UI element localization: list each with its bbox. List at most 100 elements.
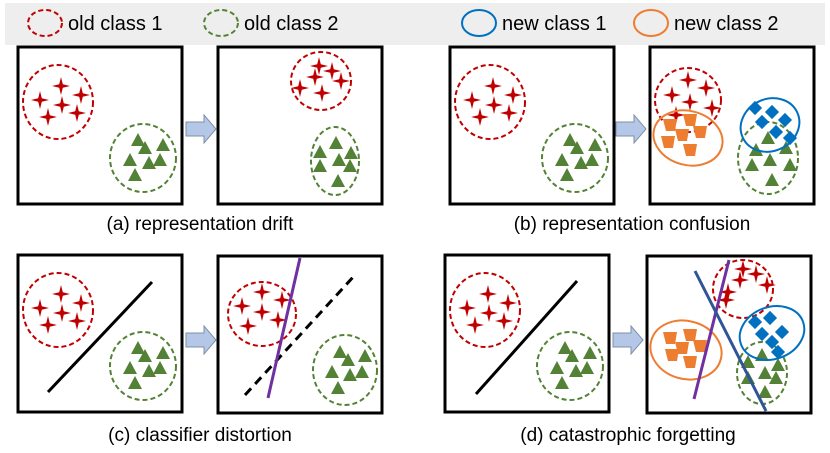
- star-point: [53, 96, 71, 114]
- old-class-1-cluster: [22, 64, 94, 140]
- triangle-point: [355, 365, 369, 378]
- right-arrow-icon: [185, 113, 217, 145]
- panel-before: [448, 45, 616, 206]
- star-point: [663, 86, 681, 104]
- triangle-point: [329, 136, 343, 149]
- legend-old-class-1-marker: [27, 9, 63, 37]
- triangle-point: [128, 376, 142, 389]
- triangle-point: [565, 349, 579, 362]
- star-point: [273, 291, 291, 309]
- star-point: [233, 297, 251, 315]
- star-point: [31, 91, 49, 109]
- star-point: [269, 311, 287, 329]
- legend-new-class-1: new class 1: [502, 13, 607, 35]
- triangle-point: [123, 361, 137, 374]
- trapezoid-point: [665, 349, 679, 361]
- triangle-point: [563, 133, 577, 146]
- caption-a: (a) representation drift: [107, 214, 295, 235]
- star-point: [471, 108, 489, 126]
- diamond-point: [747, 100, 763, 116]
- diamond-point: [774, 324, 790, 340]
- star-point: [72, 294, 90, 312]
- old-decision-boundary: [46, 280, 154, 394]
- star-point: [758, 276, 776, 294]
- star-point: [52, 77, 70, 95]
- triangle-point: [142, 364, 156, 377]
- old-class-1-cluster: [454, 64, 526, 140]
- triangle-point: [580, 361, 594, 374]
- new-class-2-cluster: [649, 319, 723, 381]
- old-decision-boundary: [474, 280, 579, 395]
- star-point: [52, 285, 70, 303]
- legend-new-class-1-marker: [461, 9, 497, 37]
- triangle-point: [761, 131, 775, 144]
- triangle-point: [333, 345, 347, 358]
- new-class-2-cluster: [652, 109, 724, 167]
- star-point: [306, 68, 324, 86]
- triangle-point: [332, 153, 346, 166]
- legend-new-class-2-marker: [633, 9, 669, 37]
- legend-new-class-2: new class 2: [674, 13, 779, 35]
- legend-old-class-1: old class 1: [68, 13, 163, 35]
- triangle-point: [313, 159, 327, 172]
- old-class-1-cluster: [449, 272, 521, 348]
- right-arrow-icon: [615, 113, 647, 145]
- triangle-point: [765, 173, 779, 186]
- star-point: [703, 99, 721, 117]
- trapezoid-point: [663, 332, 677, 344]
- triangle-point: [574, 156, 588, 169]
- triangle-point: [156, 138, 170, 151]
- star-point: [747, 265, 765, 283]
- star-point: [313, 84, 331, 102]
- star-point: [697, 79, 715, 97]
- star-point: [731, 271, 749, 289]
- triangle-point: [558, 341, 572, 354]
- legend-old-class-2-marker: [203, 9, 239, 37]
- triangle-point: [741, 355, 755, 368]
- panel-before: [443, 253, 611, 414]
- star-point: [463, 91, 481, 109]
- triangle-point: [325, 365, 339, 378]
- triangle-point: [358, 349, 372, 362]
- star-point: [734, 260, 752, 278]
- caption-b: (b) representation confusion: [514, 214, 751, 235]
- star-point: [458, 299, 476, 317]
- triangle-point: [588, 138, 602, 151]
- star-point: [68, 312, 86, 330]
- trapezoid-point: [683, 114, 697, 126]
- star-point: [72, 86, 90, 104]
- triangle-point: [555, 153, 569, 166]
- star-point: [667, 106, 685, 124]
- old-class-1-cluster: [22, 272, 94, 348]
- triangle-point: [331, 381, 345, 394]
- triangle-point: [153, 361, 167, 374]
- diamond-point: [777, 112, 793, 128]
- triangle-point: [769, 371, 783, 384]
- new-class-1-cluster: [738, 305, 806, 361]
- triangle-point: [763, 153, 777, 166]
- star-point: [681, 93, 699, 111]
- legend-bar: [5, 3, 825, 45]
- old-class-2-cluster: [312, 334, 378, 406]
- star-point: [485, 96, 503, 114]
- triangle-point: [341, 353, 355, 366]
- triangle-point: [550, 361, 564, 374]
- trapezoid-point: [693, 340, 707, 352]
- old-decision-boundary: [243, 273, 357, 397]
- triangle-point: [569, 364, 583, 377]
- triangle-point: [128, 168, 142, 181]
- trapezoid-point: [683, 329, 697, 341]
- diamond-point: [747, 314, 763, 330]
- star-point: [500, 104, 518, 122]
- diamond-point: [764, 104, 780, 120]
- star-point: [253, 303, 271, 321]
- star-point: [68, 104, 86, 122]
- star-point: [53, 304, 71, 322]
- old-class-2-cluster: [109, 331, 177, 401]
- triangle-point: [344, 146, 358, 159]
- triangle-point: [745, 158, 759, 171]
- diamond-point: [754, 114, 770, 130]
- old-class-1-cluster: [227, 281, 297, 347]
- star-point: [39, 316, 57, 334]
- diamond-point: [770, 344, 786, 360]
